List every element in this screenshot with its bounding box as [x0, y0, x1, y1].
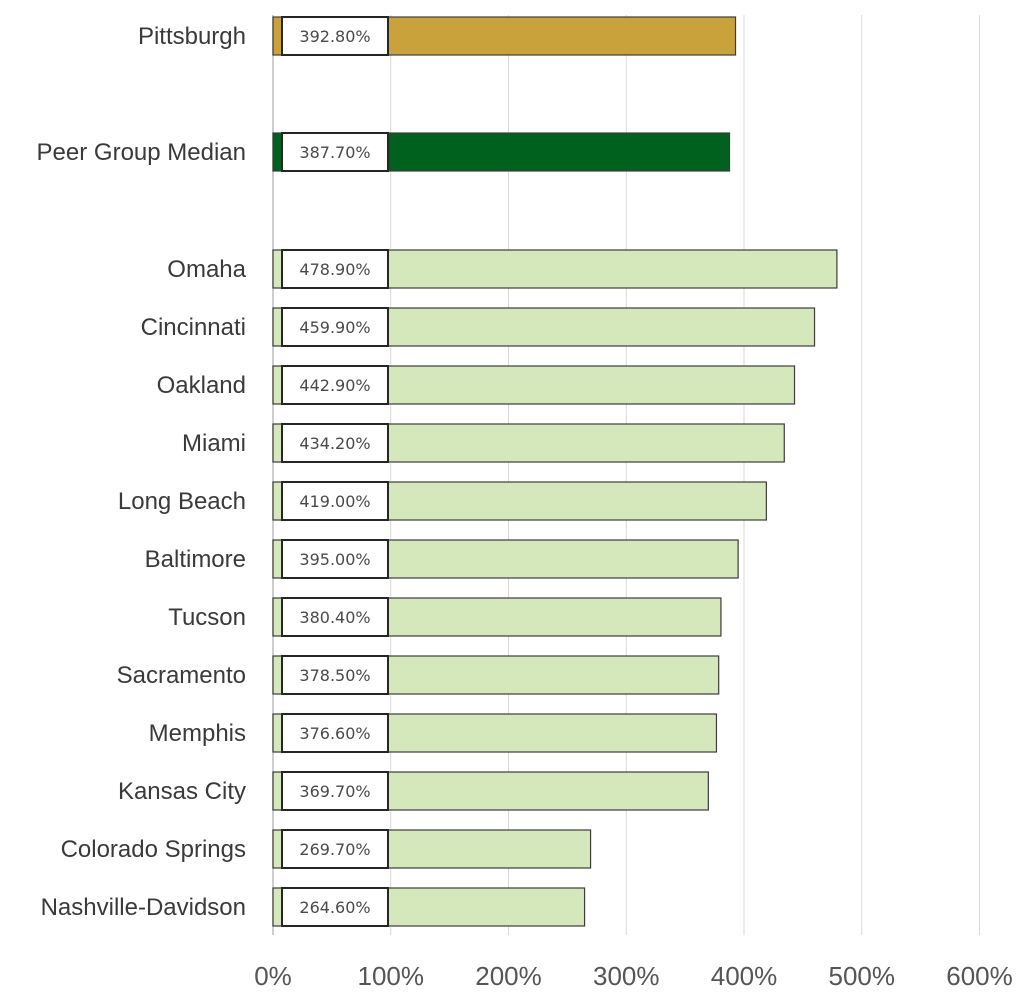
data-label-box: [281, 481, 389, 521]
data-label: 380.40%: [299, 608, 370, 627]
category-label: Cincinnati: [141, 314, 246, 341]
data-label: 264.60%: [299, 898, 370, 917]
tick-label: 600%: [946, 961, 1013, 991]
tick-label: 0%: [254, 961, 292, 991]
tick-label: 300%: [593, 961, 660, 991]
data-label: 387.70%: [299, 143, 370, 162]
category-label: Kansas City: [118, 778, 246, 805]
data-label-box: [281, 597, 389, 637]
data-label: 378.50%: [299, 666, 370, 685]
data-label: 395.00%: [299, 550, 370, 569]
x-axis-tick-labels: 0% 100% 200% 300% 400% 500% 600%: [254, 961, 1013, 991]
data-label-box: [281, 16, 389, 56]
tick-label: 100%: [358, 961, 425, 991]
data-label-box: [281, 887, 389, 927]
data-label-box: [281, 307, 389, 347]
data-label: 369.70%: [299, 782, 370, 801]
category-label: Omaha: [167, 256, 246, 283]
category-label: Colorado Springs: [61, 836, 246, 863]
category-label: Long Beach: [118, 488, 246, 515]
category-label: Nashville-Davidson: [41, 894, 246, 921]
data-label: 419.00%: [299, 492, 370, 511]
category-label: Peer Group Median: [37, 139, 246, 166]
data-label: 442.90%: [299, 376, 370, 395]
category-label: Tucson: [168, 604, 246, 631]
data-label: 392.80%: [299, 27, 370, 46]
data-label: 269.70%: [299, 840, 370, 859]
category-label: Sacramento: [117, 662, 246, 689]
data-label-box: [281, 132, 389, 172]
tick-label: 500%: [829, 961, 896, 991]
data-label-box: [281, 829, 389, 869]
data-label-box: [281, 539, 389, 579]
tick-label: 200%: [475, 961, 542, 991]
data-label-box: [281, 365, 389, 405]
category-label: Memphis: [149, 720, 246, 747]
category-label: Baltimore: [145, 546, 246, 573]
data-label-box: [281, 655, 389, 695]
data-label: 459.90%: [299, 318, 370, 337]
data-label-box: [281, 771, 389, 811]
data-label: 478.90%: [299, 260, 370, 279]
data-label: 376.60%: [299, 724, 370, 743]
tick-label: 400%: [711, 961, 778, 991]
data-label-box: [281, 249, 389, 289]
category-label: Oakland: [157, 372, 246, 399]
data-label-box: [281, 713, 389, 753]
category-label: Miami: [182, 430, 246, 457]
data-label-box: [281, 423, 389, 463]
bars: 392.80% 387.70% 478.90% 459.90% 442.90% 434.2…: [272, 16, 838, 927]
data-label: 434.20%: [299, 434, 370, 453]
category-label: Pittsburgh: [138, 23, 246, 50]
category-labels: Pittsburgh Peer Group Median Omaha Cincinna…: [37, 23, 247, 921]
